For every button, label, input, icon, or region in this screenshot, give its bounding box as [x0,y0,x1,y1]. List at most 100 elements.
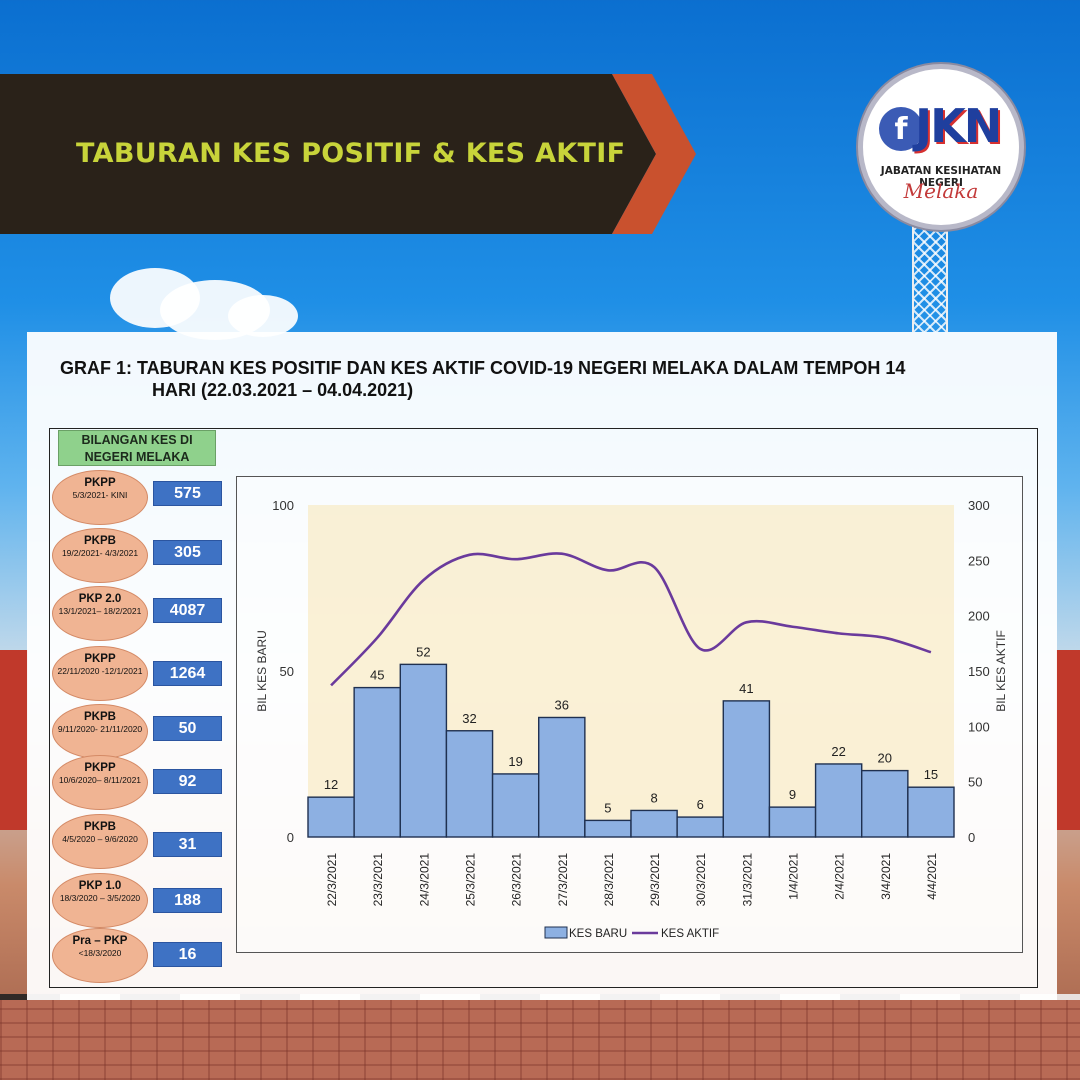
phase-name: PKPP [84,762,116,774]
bar [676,816,724,838]
bar-value-label: 36 [555,697,569,712]
phase-dates: <18/3/2020 [78,948,122,958]
bar [861,769,909,838]
y-right-tick-label: 150 [968,664,990,679]
y-right-tick-label: 100 [968,719,990,734]
bar [907,786,955,838]
phase-name: PKPB [84,821,116,833]
phase-name: PKPP [84,653,116,665]
x-tick-label: 22/3/2021 [325,853,339,907]
bar-value-label: 15 [924,767,938,782]
phase-name: PKPB [84,711,116,723]
phase-dates: 13/1/2021– 18/2/2021 [58,606,142,616]
bar [491,773,540,838]
bar [814,763,863,838]
bar-value-label: 6 [697,797,704,812]
phase-badge: Pra – PKP <18/3/2020 [52,928,148,983]
x-tick-label: 3/4/2021 [879,853,893,900]
phase-count: 1264 [153,661,222,686]
x-tick-label: 23/3/2021 [371,853,385,907]
bar-value-label: 32 [462,711,476,726]
building-left [0,650,28,830]
legend-bar-swatch [544,926,568,939]
bar-value-label: 5 [604,800,611,815]
legend-line-label: KES AKTIF [661,928,719,940]
side-panel-header: BILANGAN KES DI NEGERI MELAKA [58,430,216,466]
phase-count: 92 [153,769,222,794]
phase-badge: PKPB 4/5/2020 – 9/6/2020 [52,814,148,869]
phase-count: 31 [153,832,222,857]
phase-name: PKPB [84,535,116,547]
cloud [228,295,298,337]
bar [307,796,355,838]
bar-value-label: 41 [739,681,753,696]
building-right [1056,650,1080,830]
graph-title-line2: HARI (22.03.2021 – 04.04.2021) [152,380,414,400]
phase-dates: 10/6/2020– 8/11/2021 [58,775,142,785]
x-tick-label: 4/4/2021 [925,853,939,900]
y-right-tick-label: 50 [968,775,982,790]
phase-count: 4087 [153,598,222,623]
phase-dates: 4/5/2020 – 9/6/2020 [62,834,138,844]
x-tick-label: 1/4/2021 [787,853,801,900]
bar-value-label: 20 [878,751,892,766]
bar [722,700,771,838]
logo-subtitle: JABATAN KESIHATAN NEGERI [880,165,1002,189]
x-tick-label: 27/3/2021 [556,853,570,907]
phase-count: 16 [153,942,222,967]
bar [630,809,678,838]
phase-name: PKP 1.0 [78,880,122,892]
phase-count: 305 [153,540,222,565]
bar-value-label: 45 [370,668,384,683]
bar [399,663,448,838]
phase-dates: 9/11/2020- 21/11/2020 [57,724,143,734]
y-left-tick-label: 50 [280,664,294,679]
bar [768,806,817,838]
bar-value-label: 52 [416,644,430,659]
facebook-icon: f [879,107,923,151]
x-tick-label: 30/3/2021 [694,853,708,907]
x-tick-label: 24/3/2021 [417,853,431,907]
y-right-axis-title: BIL KES AKTIF [994,630,1008,712]
bar-value-label: 8 [650,790,657,805]
header-banner [0,74,696,234]
logo-state: Melaka [903,179,979,203]
phase-name: Pra – PKP [72,935,128,947]
phase-badge: PKPB 9/11/2020- 21/11/2020 [52,704,148,759]
graph-title-line1: GRAF 1: TABURAN KES POSITIF DAN KES AKTI… [60,358,906,378]
bar [584,819,632,838]
phase-badge: PKPP 10/6/2020– 8/11/2021 [52,755,148,810]
y-left-axis-title: BIL KES BARU [255,630,269,712]
y-right-tick-label: 0 [968,830,975,845]
bar-value-label: 19 [508,754,522,769]
line-series-kes-aktif [330,552,932,687]
phase-badge: PKPP 5/3/2021- KINI [52,470,148,525]
y-right-tick-label: 250 [968,553,990,568]
phase-count: 188 [153,888,222,913]
figure-frame [49,428,1038,988]
y-left-tick-label: 100 [272,498,294,513]
phase-dates: 5/3/2021- KINI [72,490,128,500]
y-right-tick-label: 300 [968,498,990,513]
x-tick-label: 25/3/2021 [464,853,478,907]
phase-dates: 18/3/2020 – 3/5/2020 [59,893,141,903]
banner-title: TABURAN KES POSITIF & KES AKTIF [76,138,626,169]
phase-badge: PKPB 19/2/2021- 4/3/2021 [52,528,148,583]
phase-name: PKP 2.0 [78,593,122,605]
phase-badge: PKP 2.0 13/1/2021– 18/2/2021 [52,586,148,641]
bar-value-label: 9 [789,787,796,802]
side-header-line1: BILANGAN KES DI [81,433,193,447]
legend-bar-label: KES BARU [569,928,627,940]
x-tick-label: 31/3/2021 [740,853,754,907]
x-tick-label: 28/3/2021 [602,853,616,907]
x-tick-label: 2/4/2021 [833,853,847,900]
side-header-line2: NEGERI MELAKA [84,450,190,464]
phase-dates: 19/2/2021- 4/3/2021 [61,548,139,558]
bar [353,686,401,838]
y-right-tick-label: 200 [968,609,990,624]
bar-value-label: 22 [831,744,845,759]
y-left-tick-label: 0 [287,830,294,845]
phase-name: PKPP [84,477,116,489]
bar-value-label: 12 [324,777,338,792]
